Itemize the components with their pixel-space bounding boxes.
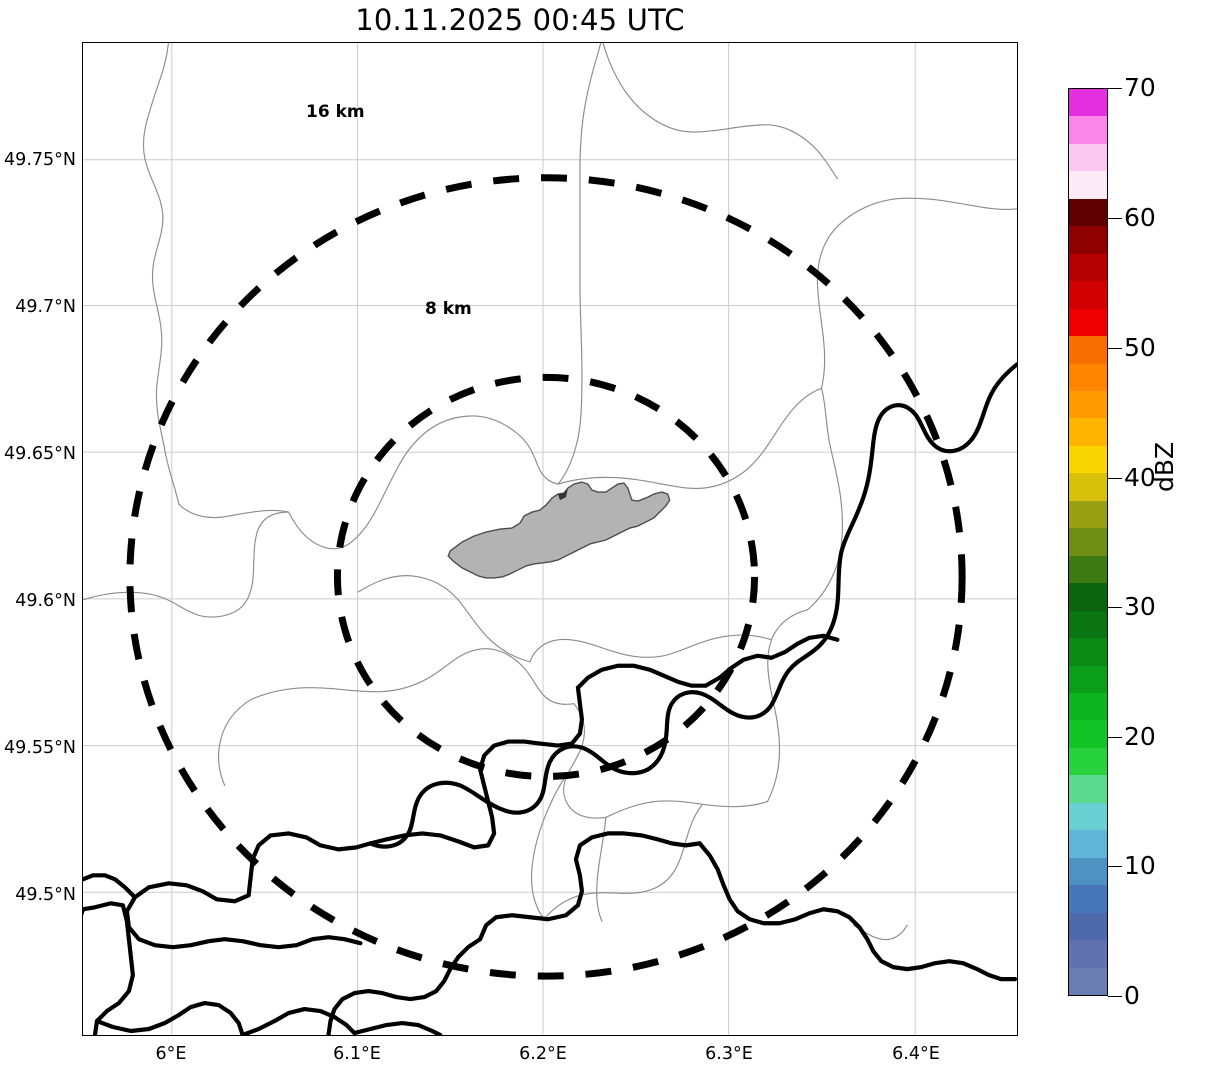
colorbar-segment [1069, 967, 1107, 995]
colorbar-tick-label-30: 30 [1124, 592, 1156, 621]
radar-map-plot[interactable] [82, 42, 1018, 1036]
colorbar-tick-10 [1108, 866, 1122, 867]
colorbar-tick-70 [1108, 88, 1122, 89]
colorbar-segment [1069, 912, 1107, 941]
colorbar-segment [1069, 555, 1107, 584]
x-tick-label-6-1: 6.1°E [333, 1044, 381, 1064]
colorbar-segment [1069, 720, 1107, 748]
colorbar-tick-label-40: 40 [1124, 463, 1156, 492]
y-tick-label-49-75: 49.75°N [4, 150, 76, 170]
colorbar-segment [1069, 802, 1107, 831]
y-tick-label-49-6: 49.6°N [15, 591, 76, 611]
border-lower-right [326, 831, 1017, 1035]
colorbar-segment [1069, 775, 1107, 803]
range-rings [126, 174, 966, 980]
colorbar-tick-50 [1108, 348, 1122, 349]
colorbar-tick-label-20: 20 [1124, 722, 1156, 751]
colorbar-segment [1069, 857, 1107, 886]
colorbar-tick-label-10: 10 [1124, 851, 1156, 880]
national-border [83, 362, 1017, 1035]
colorbar-tick-label-0: 0 [1124, 981, 1140, 1010]
colorbar-tick-20 [1108, 737, 1122, 738]
colorbar[interactable] [1068, 88, 1108, 996]
colorbar-segment [1069, 638, 1107, 666]
x-tick-label-6: 6°E [155, 1044, 187, 1064]
range-ring-8km [333, 373, 759, 781]
colorbar-segment [1069, 473, 1107, 501]
colorbar-segment [1069, 253, 1107, 282]
x-tick-label-6-3: 6.3°E [705, 1044, 753, 1064]
colorbar-segment [1069, 445, 1107, 474]
page-title: 10.11.2025 00:45 UTC [355, 3, 685, 37]
colorbar-tick-40 [1108, 478, 1122, 479]
colorbar-segment [1069, 281, 1107, 309]
range-ring-label-8km: 8 km [425, 299, 472, 319]
colorbar-segment [1069, 226, 1107, 254]
colorbar-segment [1069, 583, 1107, 611]
y-tick-label-49-65: 49.65°N [4, 444, 76, 464]
colorbar-segment [1069, 89, 1107, 117]
colorbar-segment [1069, 610, 1107, 639]
x-tick-label-6-2: 6.2°E [519, 1044, 567, 1064]
waterbody-polygon [447, 481, 671, 579]
colorbar-segment [1069, 143, 1107, 172]
colorbar-segment [1069, 308, 1107, 337]
colorbar-tick-label-50: 50 [1124, 333, 1156, 362]
y-tick-label-49-7: 49.7°N [15, 297, 76, 317]
y-tick-label-49-55: 49.55°N [4, 738, 76, 758]
colorbar-tick-label-60: 60 [1124, 203, 1156, 232]
range-ring-16km [126, 174, 966, 980]
colorbar-tick-60 [1108, 218, 1122, 219]
colorbar-segment [1069, 747, 1107, 776]
gridlines [83, 43, 1017, 1035]
admin-boundaries [83, 43, 1017, 941]
colorbar-segment [1069, 363, 1107, 391]
y-tick-label-49-5: 49.5°N [15, 885, 76, 905]
colorbar-segment [1069, 171, 1107, 199]
colorbar-segment [1069, 830, 1107, 858]
colorbar-segment [1069, 940, 1107, 968]
colorbar-segment [1069, 336, 1107, 364]
colorbar-segment [1069, 528, 1107, 556]
map-canvas [83, 43, 1017, 1035]
colorbar-tick-30 [1108, 607, 1122, 608]
colorbar-tick-label-70: 70 [1124, 73, 1156, 102]
colorbar-segment [1069, 692, 1107, 721]
colorbar-segment [1069, 198, 1107, 227]
colorbar-segment [1069, 116, 1107, 144]
colorbar-segment [1069, 665, 1107, 693]
range-ring-label-16km: 16 km [306, 102, 365, 122]
colorbar-segment [1069, 500, 1107, 529]
colorbar-tick-0 [1108, 996, 1122, 997]
colorbar-segment [1069, 418, 1107, 446]
colorbar-segment [1069, 390, 1107, 419]
x-tick-label-6-4: 6.4°E [892, 1044, 940, 1064]
colorbar-segment [1069, 885, 1107, 913]
